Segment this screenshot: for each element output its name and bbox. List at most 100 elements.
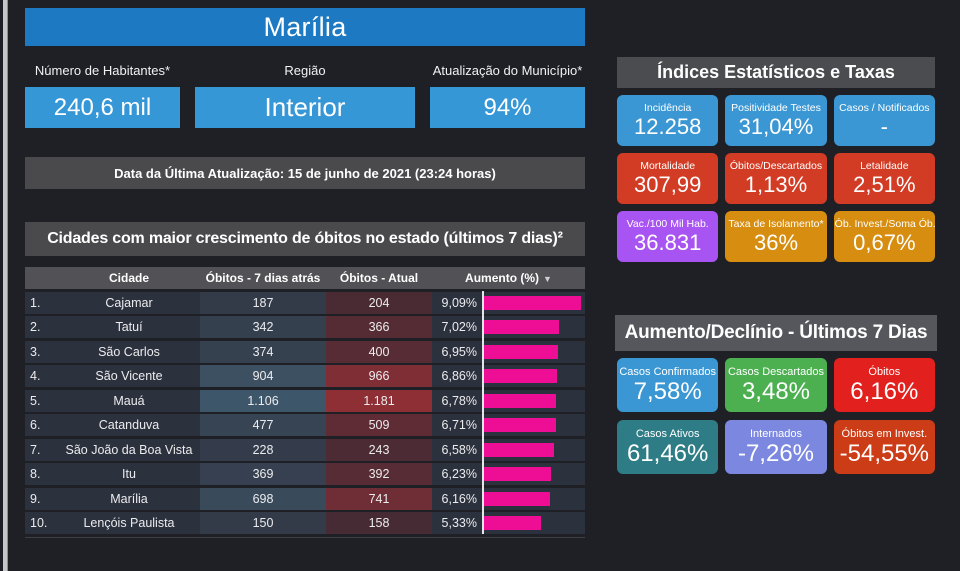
city-cell: Itu <box>122 467 136 481</box>
deaths-before-cell: 698 <box>200 487 326 510</box>
table-row-sao-vicente: 4. São Vicente 904 966 6,86% <box>25 365 585 387</box>
kpi-7d-obitos: Óbitos 6,16% <box>833 358 935 412</box>
indices-grid: Incidência 12.258 Positividade Testes 31,04… <box>617 95 935 262</box>
city-cell: Lençóis Paulista <box>83 516 175 530</box>
kpi-7d-casos-ativos: Casos Ativos 61,46% <box>617 420 719 474</box>
deaths-current-cell: 392 <box>326 463 432 485</box>
table-row-marilia: 9. Marília 698 741 6,16% <box>25 487 585 510</box>
left-scrollbar[interactable] <box>3 0 8 571</box>
table-row-itu: 8. Itu 369 392 6,23% <box>25 463 585 485</box>
kpi-label: Taxa de Isolamento* <box>728 218 824 231</box>
kpi-value: - <box>880 114 888 140</box>
increase-pct-cell: 6,86% <box>441 369 477 383</box>
sort-desc-icon: ▼ <box>543 274 552 284</box>
table-row-maua: 5. Mauá 1.106 1.181 6,78% <box>25 389 585 412</box>
rank-cell: 6. <box>30 418 41 432</box>
kpi-value: -7,26% <box>737 439 815 467</box>
table-row-tatui: 2. Tatuí 342 366 7,02% <box>25 316 585 338</box>
page-title: Marília <box>263 11 347 42</box>
indices-title-bar: Índices Estatísticos e Taxas <box>617 57 935 88</box>
increase-pct-cell: 6,78% <box>441 393 477 408</box>
increase-bar-cell <box>482 439 585 461</box>
rank-cell: 8. <box>30 467 41 481</box>
table-header-row: Cidade Óbitos - 7 dias atrás Óbitos - At… <box>25 267 585 289</box>
increase-pct-cell: 6,58% <box>441 442 477 457</box>
population-label: Número de Habitantes* <box>34 63 171 78</box>
rank-cell: 7. <box>30 442 41 457</box>
city-cell: São Carlos <box>98 344 160 359</box>
table-row-cajamar: 1. Cajamar 187 204 9,09% <box>25 291 585 314</box>
rank-cell: 4. <box>30 369 41 383</box>
deaths-current-cell: 1.181 <box>326 389 432 412</box>
increase-bar <box>484 393 557 408</box>
kpi-value: 61,46% <box>626 439 709 467</box>
population-value: 240,6 mil <box>53 93 152 121</box>
kpi-label: Casos Ativos <box>635 427 700 440</box>
kpi-ob-invest-soma-ob: Ób. Invest./Soma Ób. 0,67% <box>833 211 935 262</box>
rank-cell: 3. <box>30 344 41 359</box>
kpi-value: 2,51% <box>853 172 916 198</box>
deaths-before-cell: 904 <box>200 365 326 387</box>
municipality-update-value: 94% <box>483 93 532 121</box>
increase-bar <box>484 491 550 506</box>
deaths-before-cell: 477 <box>200 414 326 436</box>
municipality-update-label: Atualização do Município* <box>432 63 583 78</box>
kpi-7d-internados: Internados -7,26% <box>725 420 827 474</box>
kpi-value: 36% <box>753 230 799 256</box>
increase-bar-cell <box>482 414 585 436</box>
kpi-value: -54,55% <box>839 439 930 467</box>
deaths-before-cell: 228 <box>200 438 326 461</box>
kpi-label: Casos Confirmados <box>619 365 716 378</box>
population-value-box: 240,6 mil <box>25 87 180 128</box>
increase-pct-cell: 6,16% <box>441 491 477 506</box>
deaths-before-cell: 150 <box>200 512 326 534</box>
increase-bar-cell <box>482 341 585 363</box>
city-cell: Marília <box>110 491 148 506</box>
kpi-value: 1,13% <box>744 172 808 198</box>
kpi-label: Letalidade <box>860 160 909 173</box>
variation-title-bar: Aumento/Declínio - Últimos 7 Dias <box>615 315 937 351</box>
deaths-current-cell: 366 <box>326 316 432 338</box>
kpi-7d-casos-confirmados: Casos Confirmados 7,58% <box>617 358 719 412</box>
increase-bar-cell <box>482 463 585 485</box>
city-cell: Mauá <box>113 393 145 408</box>
deaths-before-cell: 374 <box>200 340 326 363</box>
region-value: Interior <box>264 92 346 122</box>
rank-cell: 9. <box>30 491 41 506</box>
increase-bar <box>484 369 558 383</box>
table-row-sao-carlos: 3. São Carlos 374 400 6,95% <box>25 340 585 363</box>
increase-bar-cell <box>482 488 585 510</box>
municipality-update-value-box: 94% <box>430 87 585 128</box>
increase-bar <box>484 516 541 530</box>
city-title-banner: Marília <box>25 8 585 46</box>
kpi-label: Óbitos em Invest. <box>841 427 928 440</box>
city-cell: Catanduva <box>98 418 160 432</box>
kpi-value: 12.258 <box>634 114 702 140</box>
increase-pct-cell: 7,02% <box>441 320 477 334</box>
municipality-update-group: Atualização do Município* 94% <box>430 63 585 128</box>
table-title-bar: Cidades com maior crescimento de óbitos … <box>25 222 585 256</box>
kpi-casos-notificados: Casos / Notificados - <box>833 95 935 146</box>
city-cell: Cajamar <box>105 295 153 310</box>
increase-bar <box>484 418 556 432</box>
kpi-label: Ób. Invest./Soma Ób. <box>834 218 935 231</box>
header-increase-pct[interactable]: Aumento (%) ▼ <box>465 271 552 285</box>
population-group: Número de Habitantes* 240,6 mil <box>25 63 180 128</box>
indices-title: Índices Estatísticos e Taxas <box>657 62 895 82</box>
increase-pct-cell: 9,09% <box>441 295 477 310</box>
header-deaths-before[interactable]: Óbitos - 7 dias atrás <box>205 271 321 285</box>
header-city[interactable]: Cidade <box>108 271 149 285</box>
kpi-taxa-de-isolamento: Taxa de Isolamento* 36% <box>725 211 827 262</box>
table-body: 1. Cajamar 187 204 9,09% 2. Tatuí 342 366 7,02% 3.… <box>25 291 585 534</box>
header-deaths-current[interactable]: Óbitos - Atual <box>339 271 419 285</box>
deaths-before-cell: 342 <box>200 316 326 338</box>
increase-bar <box>484 344 559 359</box>
kpi-value: 31,04% <box>738 114 814 140</box>
deaths-current-cell: 509 <box>326 414 432 436</box>
deaths-before-cell: 1.106 <box>200 389 326 412</box>
last-update-text: Data da Última Atualização: 15 de junho … <box>114 165 496 181</box>
city-cell: Tatuí <box>115 320 143 334</box>
kpi-label: Incidência <box>644 102 692 115</box>
deaths-current-cell: 158 <box>326 512 432 534</box>
increase-bar-cell <box>482 316 585 338</box>
